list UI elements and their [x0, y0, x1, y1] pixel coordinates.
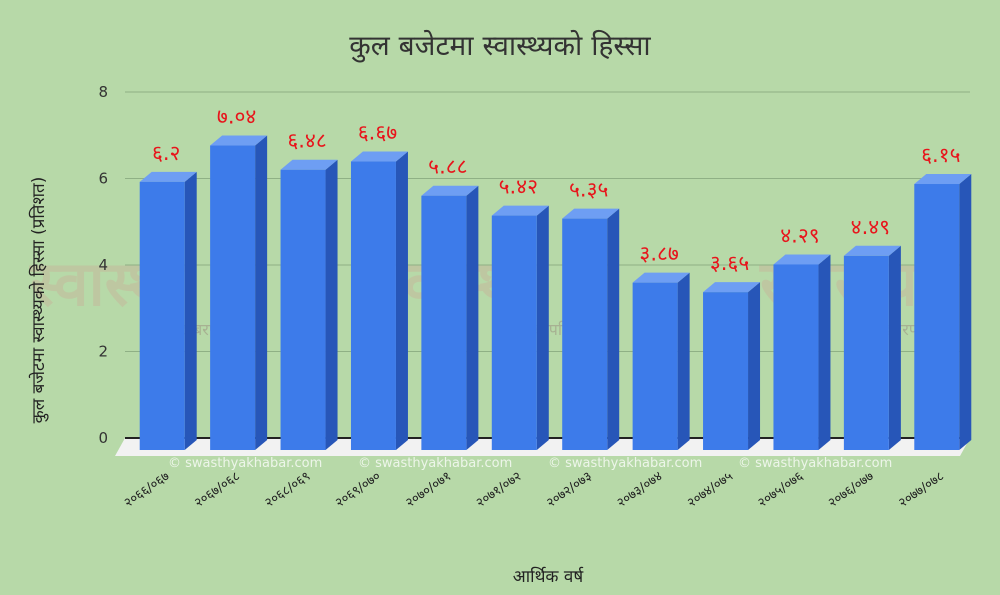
- data-label: ३.८७: [639, 242, 679, 266]
- bar-side: [607, 208, 620, 450]
- y-tick-label: 6: [98, 170, 108, 188]
- bar: [210, 135, 268, 450]
- bar-side: [677, 272, 690, 450]
- bar-side: [818, 254, 831, 450]
- data-label: ६.१५: [921, 143, 960, 167]
- bar: [280, 159, 338, 451]
- bar: [914, 174, 972, 450]
- watermark-footer-2: © swasthyakhabar.com: [358, 456, 512, 471]
- bar-side: [748, 282, 761, 450]
- watermark-footer-1: © swasthyakhabar.com: [168, 456, 322, 471]
- data-label: ५.८८: [428, 155, 467, 179]
- x-tick-label: २०६६/०६७: [122, 469, 173, 511]
- bar: [421, 185, 479, 450]
- data-label: ५.४२: [499, 175, 538, 199]
- bar: [139, 171, 197, 450]
- y-axis-label: कुल बजेटमा स्वास्थ्यको हिस्सा (प्रतिशत): [28, 177, 49, 424]
- x-tick-label: २०७१/०७२: [474, 469, 525, 511]
- y-tick-label: 2: [98, 343, 108, 361]
- x-tick-label: २०७४/०७५: [685, 469, 736, 511]
- x-axis-categories: २०६६/०६७ २०६७/०६८ २०६८/०६९ २०६९/०७० २०७०/०७१…: [122, 469, 948, 511]
- data-label: ६.२: [152, 141, 181, 165]
- y-axis-ticks: 0 2 4 6 8: [98, 83, 108, 447]
- bar: [632, 272, 690, 450]
- bar-side: [325, 159, 338, 451]
- bar-side: [888, 245, 901, 450]
- bar-top: [914, 174, 972, 185]
- x-axis-label: आर्थिक वर्ष: [513, 566, 585, 587]
- data-label: ४.२९: [780, 223, 819, 247]
- bar: [491, 205, 549, 450]
- bar-front: [210, 145, 256, 450]
- bar-front: [703, 292, 749, 450]
- bar: [562, 208, 620, 450]
- bar: [843, 245, 901, 450]
- chart-title: कुल बजेटमा स्वास्थ्यको हिस्सा: [349, 29, 651, 63]
- bar-top: [139, 171, 197, 182]
- x-tick-label: २०७२/०७३: [544, 469, 595, 511]
- x-tick-label: २०७५/०७६: [755, 469, 806, 511]
- bar-side: [466, 185, 479, 450]
- x-tick-label: २०७०/०७१: [403, 469, 454, 511]
- bar-front: [139, 181, 185, 450]
- x-tick-label: २०६८/०६९: [262, 469, 313, 511]
- bar-front: [632, 282, 678, 450]
- data-label: ५.३५: [569, 178, 608, 202]
- bar-top: [562, 208, 620, 219]
- bar-top: [632, 272, 690, 283]
- bar-top: [421, 185, 479, 196]
- bar-front: [491, 215, 537, 450]
- x-tick-label: २०६९/०७०: [333, 469, 384, 511]
- y-tick-label: 8: [98, 83, 108, 101]
- x-tick-label: २०७७/०७८: [896, 469, 947, 511]
- bar-front: [350, 161, 396, 450]
- bar: [773, 254, 831, 450]
- bar-front: [843, 255, 889, 450]
- data-label: ३.६५: [710, 251, 749, 275]
- bar-front: [280, 169, 326, 451]
- data-labels: ६.२ ७.०४ ६.४८ ६.६७ ५.८८ ५.४२ ५.३५ ३.८७ ३.६५ ४.२९ ४…: [152, 105, 961, 276]
- bar-front: [421, 195, 467, 450]
- bar-top: [491, 205, 549, 216]
- bar-side: [536, 205, 549, 450]
- bar-front: [773, 264, 819, 450]
- watermark-footer-4: © swasthyakhabar.com: [738, 456, 892, 471]
- bar-top: [703, 282, 761, 293]
- data-label: ४.४९: [851, 215, 890, 239]
- bar-side: [395, 151, 408, 450]
- bar-side: [184, 171, 197, 450]
- bar-top: [210, 135, 268, 146]
- bar-top: [843, 245, 901, 256]
- bar: [350, 151, 408, 450]
- data-label: ६.६७: [358, 121, 398, 145]
- bar-top: [350, 151, 408, 162]
- watermark-footer-3: © swasthyakhabar.com: [548, 456, 702, 471]
- bar-top: [280, 159, 338, 170]
- x-tick-label: २०६७/०६८: [192, 469, 243, 511]
- bar-front: [914, 184, 960, 450]
- bar-side: [959, 174, 972, 450]
- data-label: ७.०४: [217, 105, 256, 129]
- x-tick-label: २०७३/०७४: [614, 469, 665, 511]
- bar: [703, 282, 761, 450]
- x-tick-label: २०७६/०७७: [826, 469, 877, 511]
- y-tick-label: 4: [98, 256, 108, 274]
- watermark-footer: © swasthyakhabar.com © swasthyakhabar.co…: [168, 456, 892, 471]
- bar-side: [255, 135, 268, 450]
- bar-top: [773, 254, 831, 265]
- y-tick-label: 0: [98, 429, 108, 447]
- data-label: ६.४८: [287, 129, 326, 153]
- bars: [139, 135, 972, 451]
- bar-front: [562, 218, 608, 450]
